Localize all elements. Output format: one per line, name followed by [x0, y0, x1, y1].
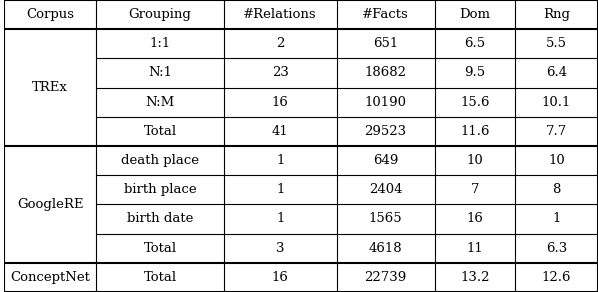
- Text: Grouping: Grouping: [129, 8, 191, 21]
- Text: 2: 2: [276, 37, 285, 50]
- Text: Dom: Dom: [459, 8, 490, 21]
- Text: 7: 7: [471, 183, 479, 196]
- Text: 11.6: 11.6: [460, 125, 490, 138]
- Text: 3: 3: [276, 242, 285, 255]
- Text: 1565: 1565: [369, 213, 402, 225]
- Text: 10190: 10190: [365, 96, 407, 109]
- Text: 7.7: 7.7: [546, 125, 567, 138]
- Text: #Relations: #Relations: [243, 8, 317, 21]
- Text: #Facts: #Facts: [362, 8, 409, 21]
- Text: 11: 11: [466, 242, 483, 255]
- Text: 8: 8: [552, 183, 560, 196]
- Text: 10: 10: [548, 154, 565, 167]
- Text: N:1: N:1: [148, 67, 172, 79]
- Text: 13.2: 13.2: [460, 271, 490, 284]
- Text: 1:1: 1:1: [150, 37, 170, 50]
- Text: 10: 10: [466, 154, 483, 167]
- Text: 16: 16: [271, 96, 289, 109]
- Text: Total: Total: [144, 125, 176, 138]
- Text: 16: 16: [466, 213, 483, 225]
- Text: 651: 651: [373, 37, 398, 50]
- Text: Total: Total: [144, 271, 176, 284]
- Text: 23: 23: [271, 67, 289, 79]
- Text: 1: 1: [552, 213, 560, 225]
- Text: TREx: TREx: [32, 81, 68, 94]
- Text: 10.1: 10.1: [542, 96, 571, 109]
- Text: ConceptNet: ConceptNet: [10, 271, 90, 284]
- Text: 6.4: 6.4: [546, 67, 567, 79]
- Text: N:M: N:M: [145, 96, 175, 109]
- Text: 29523: 29523: [365, 125, 407, 138]
- Text: 4618: 4618: [369, 242, 402, 255]
- Text: Total: Total: [144, 242, 176, 255]
- Text: 41: 41: [272, 125, 289, 138]
- Text: 1: 1: [276, 183, 285, 196]
- Text: 9.5: 9.5: [464, 67, 486, 79]
- Text: 5.5: 5.5: [546, 37, 567, 50]
- Text: 649: 649: [373, 154, 398, 167]
- Text: GoogleRE: GoogleRE: [17, 198, 83, 211]
- Text: 1: 1: [276, 154, 285, 167]
- Text: 6.3: 6.3: [546, 242, 567, 255]
- Text: 15.6: 15.6: [460, 96, 490, 109]
- Text: Corpus: Corpus: [26, 8, 74, 21]
- Text: 1: 1: [276, 213, 285, 225]
- Text: 6.5: 6.5: [464, 37, 486, 50]
- Text: Rng: Rng: [543, 8, 570, 21]
- Text: 18682: 18682: [365, 67, 407, 79]
- Text: birth date: birth date: [127, 213, 193, 225]
- Text: 12.6: 12.6: [542, 271, 571, 284]
- Text: 16: 16: [271, 271, 289, 284]
- Text: birth place: birth place: [124, 183, 196, 196]
- Text: death place: death place: [121, 154, 199, 167]
- Text: 2404: 2404: [369, 183, 402, 196]
- Text: 22739: 22739: [365, 271, 407, 284]
